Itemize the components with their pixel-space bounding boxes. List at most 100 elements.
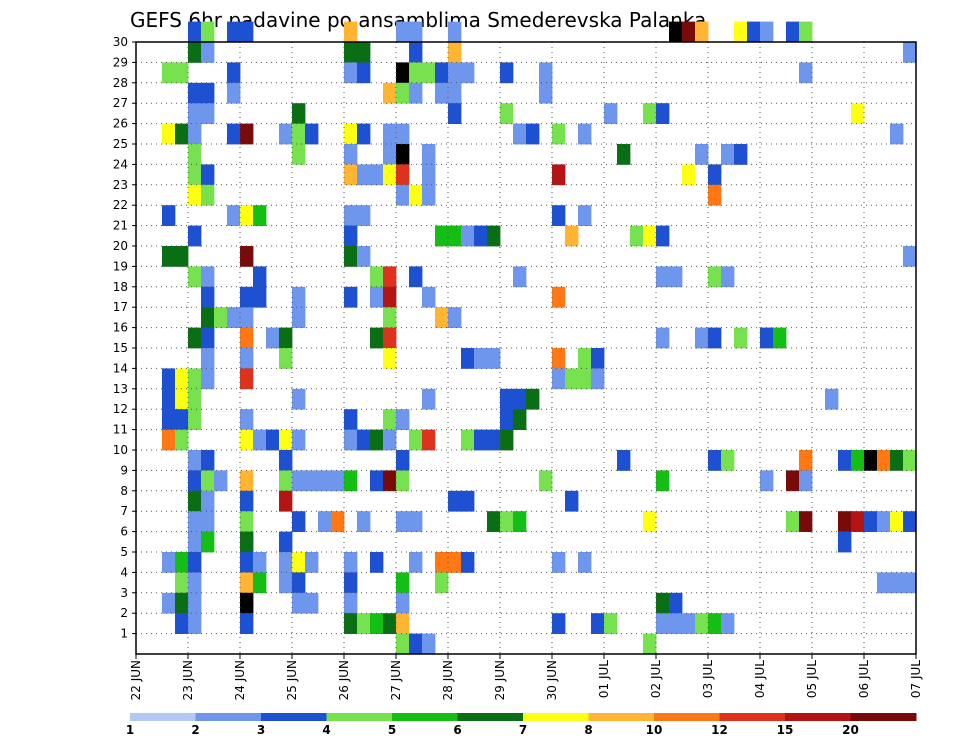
heatmap-cell	[240, 123, 254, 145]
y-tick-label: 23	[113, 178, 128, 192]
colorbar-label: 7	[519, 723, 527, 737]
heatmap-cell	[838, 531, 852, 553]
heatmap-cell	[344, 572, 358, 594]
heatmap-cell	[461, 490, 475, 512]
heatmap-cell	[721, 450, 735, 471]
colorbar-swatch	[130, 713, 196, 721]
heatmap-cell	[760, 327, 774, 349]
y-tick-label: 14	[113, 361, 128, 375]
colorbar-label: 10	[646, 723, 663, 737]
heatmap-cell	[448, 225, 462, 247]
heatmap-cell	[656, 470, 670, 492]
heatmap-cell	[760, 470, 774, 492]
heatmap-cell	[370, 470, 384, 492]
y-tick-label: 16	[113, 321, 128, 335]
heatmap-cell	[344, 592, 358, 614]
heatmap-cell	[890, 572, 904, 594]
heatmap-cell	[292, 123, 306, 145]
heatmap-cell	[240, 246, 254, 267]
colorbar-label: 20	[842, 723, 859, 737]
heatmap-cell	[396, 572, 410, 594]
heatmap-cell	[188, 103, 202, 124]
heatmap-cell	[240, 21, 254, 43]
heatmap-cell	[188, 511, 202, 532]
heatmap-cell	[565, 368, 579, 390]
heatmap-cell	[578, 123, 592, 145]
heatmap-cell	[292, 592, 306, 614]
heatmap-cell	[188, 470, 202, 492]
heatmap-cell	[422, 164, 436, 186]
heatmap-cell	[799, 511, 813, 532]
heatmap-cell	[409, 633, 423, 655]
heatmap-cell	[318, 511, 332, 532]
heatmap-cell	[760, 21, 774, 43]
x-tick-label: 29 JUN	[493, 660, 507, 700]
heatmap-cell	[175, 613, 189, 634]
heatmap-cell	[201, 42, 215, 63]
colorbar-label: 1	[126, 723, 134, 737]
heatmap-cell	[227, 123, 241, 145]
heatmap-cell	[500, 103, 514, 124]
heatmap-cell	[383, 613, 397, 634]
heatmap-cell	[851, 103, 865, 124]
heatmap-cell	[487, 225, 501, 247]
heatmap-cell	[396, 592, 410, 614]
colorbar-swatch	[523, 713, 589, 721]
colorbar-swatch	[261, 713, 327, 721]
heatmap-cell	[370, 429, 384, 451]
heatmap-cell	[201, 490, 215, 512]
heatmap-cell	[448, 21, 462, 43]
heatmap-cell	[396, 511, 410, 532]
heatmap-cell	[435, 82, 449, 104]
x-tick-label: 23 JUN	[181, 660, 195, 700]
heatmap-cell	[695, 144, 709, 165]
heatmap-cell	[201, 82, 215, 104]
heatmap-cell	[669, 613, 683, 634]
y-tick-label: 28	[113, 76, 128, 90]
heatmap-cell	[591, 613, 605, 634]
heatmap-cell	[240, 470, 254, 492]
heatmap-cell	[357, 62, 371, 84]
heatmap-cell	[474, 348, 488, 369]
heatmap-cell	[188, 21, 202, 43]
heatmap-cell	[201, 368, 215, 390]
heatmap-cell	[240, 613, 254, 634]
heatmap-cell	[435, 225, 449, 247]
heatmap-cell	[240, 490, 254, 512]
heatmap-cell	[253, 266, 267, 288]
heatmap-cell	[890, 123, 904, 145]
heatmap-cell	[331, 470, 345, 492]
y-tick-label: 4	[120, 565, 128, 579]
heatmap-cell	[513, 266, 527, 288]
heatmap-cell	[539, 470, 553, 492]
heatmap-cell	[162, 368, 176, 390]
heatmap-cell	[552, 164, 566, 186]
heatmap-cell	[357, 511, 371, 532]
heatmap-cell	[188, 613, 202, 634]
heatmap-cell	[669, 266, 683, 288]
heatmap-cell	[630, 225, 644, 247]
heatmap-cell	[461, 552, 475, 573]
heatmap-cell	[188, 144, 202, 165]
x-tick-label: 07 JUL	[909, 660, 923, 698]
heatmap-cell	[838, 511, 852, 532]
heatmap-cell	[409, 21, 423, 43]
heatmap-cell	[435, 62, 449, 84]
heatmap-cell	[253, 429, 267, 451]
heatmap-cell	[448, 82, 462, 104]
heatmap-cell	[773, 327, 787, 349]
y-tick-label: 21	[113, 219, 128, 233]
heatmap-cell	[708, 266, 722, 288]
y-tick-label: 20	[113, 239, 128, 253]
heatmap-cell	[448, 62, 462, 84]
heatmap-cell	[188, 572, 202, 594]
heatmap-cell	[721, 613, 735, 634]
heatmap-cell	[578, 368, 592, 390]
heatmap-cell	[240, 368, 254, 390]
heatmap-cell	[162, 123, 176, 145]
heatmap-cell	[799, 62, 813, 84]
y-tick-label: 1	[120, 627, 128, 641]
heatmap-cell	[292, 307, 306, 328]
heatmap-cell	[279, 552, 293, 573]
heatmap-cell	[578, 348, 592, 369]
